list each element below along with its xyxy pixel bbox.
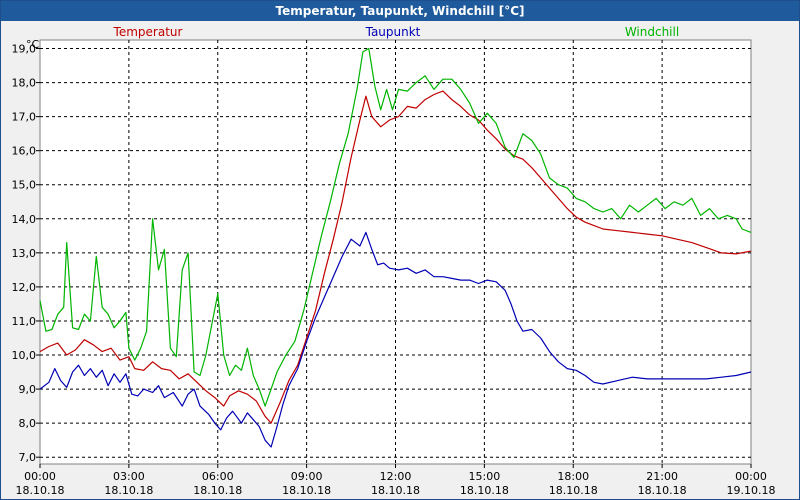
x-tick-date-label: 18.10.18: [460, 484, 509, 497]
y-axis-ticks: 7,0 8,0 9,0 10,0 11,0 12,0 13,0 14,0 15,0 16,0 17,…: [12, 43, 40, 464]
window-title: Temperatur, Taupunkt, Windchill [°C]: [1, 1, 799, 21]
y-tick-label: 12,0: [12, 281, 37, 294]
x-tick-time-label: 00:00: [735, 470, 767, 483]
y-tick-label: 15,0: [12, 179, 37, 192]
y-tick-label: 17,0: [12, 111, 37, 124]
y-tick-label: 14,0: [12, 213, 37, 226]
legend-windchill: Windchill: [625, 25, 679, 39]
x-tick-time-label: 06:00: [202, 470, 234, 483]
x-tick-date-label: 19.10.18: [727, 484, 776, 497]
x-tick-time-label: 12:00: [380, 470, 412, 483]
legend-taupunkt: Taupunkt: [365, 25, 421, 39]
y-tick-label: 9,0: [19, 383, 37, 396]
x-tick-date-label: 18.10.18: [16, 484, 65, 497]
y-axis-unit-label: °C: [26, 38, 40, 51]
y-tick-label: 13,0: [12, 247, 37, 260]
x-tick-date-label: 18.10.18: [193, 484, 242, 497]
x-tick-date-label: 18.10.18: [638, 484, 687, 497]
y-tick-label: 16,0: [12, 145, 37, 158]
series-line-windchill: [39, 47, 752, 407]
x-tick-date-label: 18.10.18: [282, 484, 331, 497]
x-axis-ticks: 00:0018.10.1803:0018.10.1806:0018.10.180…: [16, 464, 776, 497]
y-tick-label: 19,0: [12, 43, 37, 56]
series-lines: [39, 47, 752, 448]
series-line-temperatur: [39, 90, 752, 424]
legend-temperatur: Temperatur: [113, 25, 183, 39]
y-tick-label: 10,0: [12, 349, 37, 362]
grid-lines: [40, 40, 751, 464]
x-tick-time-label: 15:00: [469, 470, 501, 483]
y-tick-label: 18,0: [12, 77, 37, 90]
x-tick-date-label: 18.10.18: [104, 484, 153, 497]
y-tick-label: 7,0: [19, 451, 37, 464]
x-tick-time-label: 03:00: [113, 470, 145, 483]
series-line-taupunkt: [39, 231, 752, 448]
x-tick-time-label: 00:00: [24, 470, 56, 483]
x-tick-date-label: 18.10.18: [549, 484, 598, 497]
y-tick-label: 8,0: [19, 417, 37, 430]
y-tick-label: 11,0: [12, 315, 37, 328]
x-tick-time-label: 21:00: [646, 470, 678, 483]
x-tick-date-label: 18.10.18: [371, 484, 420, 497]
x-tick-time-label: 18:00: [557, 470, 589, 483]
x-tick-time-label: 09:00: [291, 470, 323, 483]
